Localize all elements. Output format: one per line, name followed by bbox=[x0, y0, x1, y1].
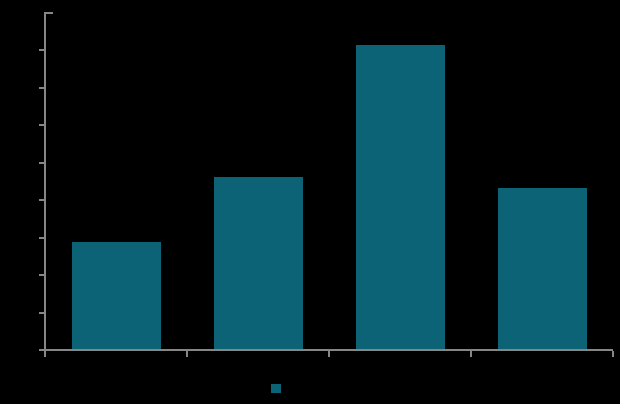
x-axis-tick bbox=[470, 351, 472, 357]
y-axis-tick bbox=[39, 349, 45, 351]
x-axis-tick bbox=[186, 351, 188, 357]
y-axis-tick bbox=[39, 124, 45, 126]
y-axis-top-cap bbox=[45, 12, 53, 14]
y-axis-tick bbox=[39, 87, 45, 89]
y-axis-tick bbox=[39, 49, 45, 51]
bar-category-1 bbox=[72, 242, 161, 349]
y-axis-tick bbox=[39, 199, 45, 201]
legend-marker-swatch bbox=[271, 384, 281, 393]
x-axis-tick bbox=[44, 351, 46, 357]
x-axis-tick bbox=[612, 351, 614, 357]
y-axis-tick bbox=[39, 237, 45, 239]
x-axis-tick bbox=[328, 351, 330, 357]
x-axis-line bbox=[44, 349, 613, 351]
y-axis-line bbox=[44, 12, 46, 351]
y-axis-tick bbox=[39, 162, 45, 164]
y-axis-tick bbox=[39, 274, 45, 276]
y-axis-tick bbox=[39, 312, 45, 314]
bar-category-3 bbox=[356, 45, 445, 349]
bar-category-2 bbox=[214, 177, 303, 349]
bar-category-4 bbox=[498, 188, 587, 349]
